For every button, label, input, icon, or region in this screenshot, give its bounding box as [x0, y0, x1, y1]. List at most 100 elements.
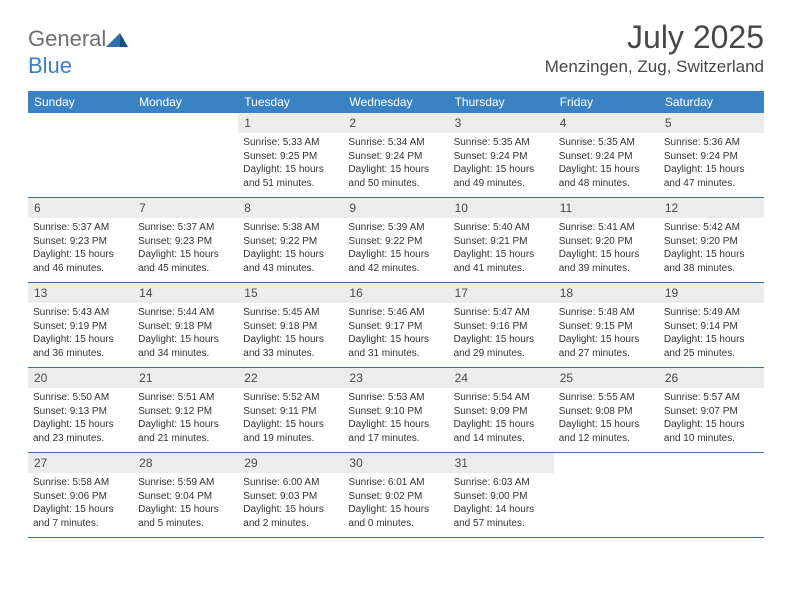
- day-number: [554, 453, 659, 459]
- day-body: Sunrise: 5:58 AMSunset: 9:06 PMDaylight:…: [28, 473, 133, 535]
- day-body: Sunrise: 5:55 AMSunset: 9:08 PMDaylight:…: [554, 388, 659, 450]
- daylight-text: Daylight: 15 hours and 38 minutes.: [664, 248, 759, 275]
- sunset-text: Sunset: 9:15 PM: [559, 320, 654, 334]
- calendar: Sunday Monday Tuesday Wednesday Thursday…: [28, 91, 764, 538]
- day-cell: 24Sunrise: 5:54 AMSunset: 9:09 PMDayligh…: [449, 368, 554, 452]
- day-number: 21: [133, 368, 238, 388]
- sunrise-text: Sunrise: 5:36 AM: [664, 136, 759, 150]
- weekday-mon: Monday: [133, 91, 238, 113]
- sunset-text: Sunset: 9:24 PM: [348, 150, 443, 164]
- daylight-text: Daylight: 15 hours and 36 minutes.: [33, 333, 128, 360]
- day-cell: 2Sunrise: 5:34 AMSunset: 9:24 PMDaylight…: [343, 113, 448, 197]
- day-cell: 23Sunrise: 5:53 AMSunset: 9:10 PMDayligh…: [343, 368, 448, 452]
- day-body: Sunrise: 5:54 AMSunset: 9:09 PMDaylight:…: [449, 388, 554, 450]
- daylight-text: Daylight: 15 hours and 2 minutes.: [243, 503, 338, 530]
- day-cell: 14Sunrise: 5:44 AMSunset: 9:18 PMDayligh…: [133, 283, 238, 367]
- day-number: 20: [28, 368, 133, 388]
- day-number: 5: [659, 113, 764, 133]
- daylight-text: Daylight: 15 hours and 42 minutes.: [348, 248, 443, 275]
- day-number: 14: [133, 283, 238, 303]
- logo-part2: Blue: [28, 53, 72, 78]
- sunset-text: Sunset: 9:11 PM: [243, 405, 338, 419]
- week-row: 6Sunrise: 5:37 AMSunset: 9:23 PMDaylight…: [28, 198, 764, 283]
- sunset-text: Sunset: 9:21 PM: [454, 235, 549, 249]
- logo-text: GeneralBlue: [28, 26, 128, 79]
- day-cell: 21Sunrise: 5:51 AMSunset: 9:12 PMDayligh…: [133, 368, 238, 452]
- day-number: 15: [238, 283, 343, 303]
- day-body: Sunrise: 5:59 AMSunset: 9:04 PMDaylight:…: [133, 473, 238, 535]
- weeks-container: 1Sunrise: 5:33 AMSunset: 9:25 PMDaylight…: [28, 113, 764, 538]
- day-number: 8: [238, 198, 343, 218]
- day-body: Sunrise: 6:01 AMSunset: 9:02 PMDaylight:…: [343, 473, 448, 535]
- sunrise-text: Sunrise: 5:41 AM: [559, 221, 654, 235]
- day-body: Sunrise: 5:34 AMSunset: 9:24 PMDaylight:…: [343, 133, 448, 195]
- day-cell: 7Sunrise: 5:37 AMSunset: 9:23 PMDaylight…: [133, 198, 238, 282]
- day-cell: 27Sunrise: 5:58 AMSunset: 9:06 PMDayligh…: [28, 453, 133, 537]
- day-cell: 25Sunrise: 5:55 AMSunset: 9:08 PMDayligh…: [554, 368, 659, 452]
- day-number: 25: [554, 368, 659, 388]
- daylight-text: Daylight: 15 hours and 33 minutes.: [243, 333, 338, 360]
- sunset-text: Sunset: 9:06 PM: [33, 490, 128, 504]
- day-cell: 6Sunrise: 5:37 AMSunset: 9:23 PMDaylight…: [28, 198, 133, 282]
- weekday-wed: Wednesday: [343, 91, 448, 113]
- sunset-text: Sunset: 9:17 PM: [348, 320, 443, 334]
- day-body: Sunrise: 5:44 AMSunset: 9:18 PMDaylight:…: [133, 303, 238, 365]
- day-cell: [133, 113, 238, 197]
- daylight-text: Daylight: 15 hours and 34 minutes.: [138, 333, 233, 360]
- day-cell: 20Sunrise: 5:50 AMSunset: 9:13 PMDayligh…: [28, 368, 133, 452]
- sunset-text: Sunset: 9:25 PM: [243, 150, 338, 164]
- day-body: Sunrise: 5:37 AMSunset: 9:23 PMDaylight:…: [28, 218, 133, 280]
- day-number: 10: [449, 198, 554, 218]
- weekday-fri: Friday: [554, 91, 659, 113]
- day-cell: 10Sunrise: 5:40 AMSunset: 9:21 PMDayligh…: [449, 198, 554, 282]
- daylight-text: Daylight: 15 hours and 47 minutes.: [664, 163, 759, 190]
- day-body: Sunrise: 5:40 AMSunset: 9:21 PMDaylight:…: [449, 218, 554, 280]
- day-number: 19: [659, 283, 764, 303]
- day-number: 26: [659, 368, 764, 388]
- daylight-text: Daylight: 15 hours and 29 minutes.: [454, 333, 549, 360]
- day-cell: 29Sunrise: 6:00 AMSunset: 9:03 PMDayligh…: [238, 453, 343, 537]
- day-cell: 18Sunrise: 5:48 AMSunset: 9:15 PMDayligh…: [554, 283, 659, 367]
- sunrise-text: Sunrise: 6:00 AM: [243, 476, 338, 490]
- sunset-text: Sunset: 9:23 PM: [138, 235, 233, 249]
- day-cell: 31Sunrise: 6:03 AMSunset: 9:00 PMDayligh…: [449, 453, 554, 537]
- day-number: 18: [554, 283, 659, 303]
- sunset-text: Sunset: 9:12 PM: [138, 405, 233, 419]
- sunset-text: Sunset: 9:02 PM: [348, 490, 443, 504]
- sunrise-text: Sunrise: 5:33 AM: [243, 136, 338, 150]
- daylight-text: Daylight: 15 hours and 51 minutes.: [243, 163, 338, 190]
- day-body: Sunrise: 5:36 AMSunset: 9:24 PMDaylight:…: [659, 133, 764, 195]
- sunset-text: Sunset: 9:20 PM: [559, 235, 654, 249]
- day-body: Sunrise: 5:43 AMSunset: 9:19 PMDaylight:…: [28, 303, 133, 365]
- weekday-row: Sunday Monday Tuesday Wednesday Thursday…: [28, 91, 764, 113]
- sunset-text: Sunset: 9:20 PM: [664, 235, 759, 249]
- day-number: [659, 453, 764, 459]
- weekday-sat: Saturday: [659, 91, 764, 113]
- daylight-text: Daylight: 15 hours and 23 minutes.: [33, 418, 128, 445]
- day-number: 22: [238, 368, 343, 388]
- daylight-text: Daylight: 15 hours and 49 minutes.: [454, 163, 549, 190]
- sunset-text: Sunset: 9:14 PM: [664, 320, 759, 334]
- sunrise-text: Sunrise: 5:35 AM: [454, 136, 549, 150]
- page: GeneralBlue July 2025 Menzingen, Zug, Sw…: [0, 0, 792, 554]
- day-number: 27: [28, 453, 133, 473]
- logo-sail-icon: [106, 27, 128, 53]
- sunrise-text: Sunrise: 6:03 AM: [454, 476, 549, 490]
- day-cell: 22Sunrise: 5:52 AMSunset: 9:11 PMDayligh…: [238, 368, 343, 452]
- day-number: 6: [28, 198, 133, 218]
- day-body: Sunrise: 5:57 AMSunset: 9:07 PMDaylight:…: [659, 388, 764, 450]
- day-cell: 16Sunrise: 5:46 AMSunset: 9:17 PMDayligh…: [343, 283, 448, 367]
- title-block: July 2025 Menzingen, Zug, Switzerland: [545, 20, 764, 77]
- sunrise-text: Sunrise: 5:40 AM: [454, 221, 549, 235]
- day-number: 11: [554, 198, 659, 218]
- daylight-text: Daylight: 15 hours and 19 minutes.: [243, 418, 338, 445]
- sunset-text: Sunset: 9:18 PM: [138, 320, 233, 334]
- daylight-text: Daylight: 15 hours and 27 minutes.: [559, 333, 654, 360]
- week-row: 27Sunrise: 5:58 AMSunset: 9:06 PMDayligh…: [28, 453, 764, 538]
- day-number: 12: [659, 198, 764, 218]
- day-cell: 13Sunrise: 5:43 AMSunset: 9:19 PMDayligh…: [28, 283, 133, 367]
- day-cell: 5Sunrise: 5:36 AMSunset: 9:24 PMDaylight…: [659, 113, 764, 197]
- day-number: 28: [133, 453, 238, 473]
- day-cell: 8Sunrise: 5:38 AMSunset: 9:22 PMDaylight…: [238, 198, 343, 282]
- daylight-text: Daylight: 14 hours and 57 minutes.: [454, 503, 549, 530]
